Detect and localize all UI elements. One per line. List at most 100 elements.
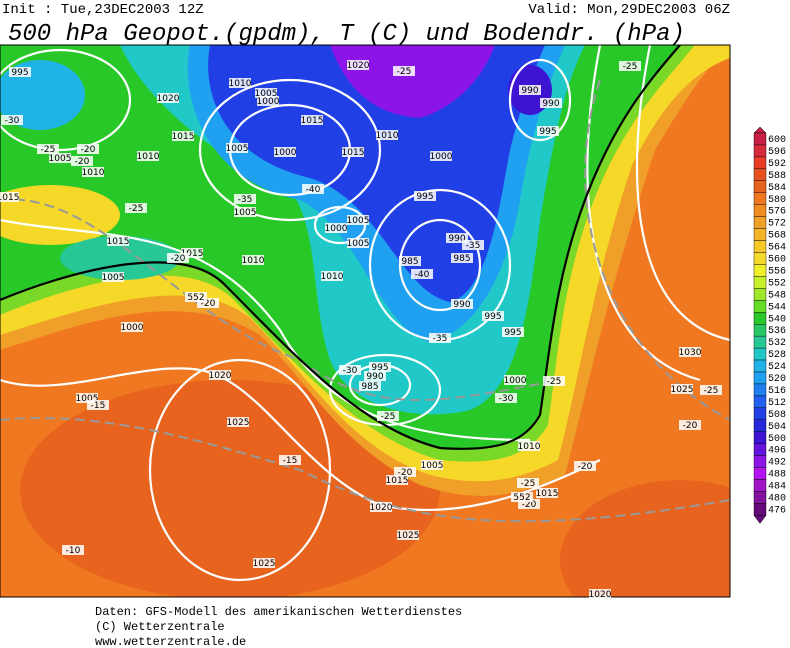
- map-label: -30: [499, 394, 514, 404]
- colorbar-swatch: [753, 264, 767, 277]
- label-box: [700, 385, 722, 395]
- colorbar-swatch: [753, 431, 767, 444]
- label-box: [279, 455, 301, 465]
- label-box: [347, 215, 369, 225]
- map-label: 985: [401, 257, 418, 267]
- label-box: [430, 151, 452, 161]
- footer-line: Daten: GFS-Modell des amerikanischen Wet…: [95, 605, 462, 619]
- map-label: -20: [683, 421, 698, 431]
- map-label: 1005: [255, 89, 278, 99]
- label-box: [82, 167, 104, 177]
- colorbar-label: 600: [768, 135, 786, 146]
- label-box: [370, 502, 392, 512]
- map-label: -20: [75, 157, 90, 167]
- colorbar-label: 540: [768, 314, 786, 325]
- colorbar-label: 544: [768, 302, 786, 313]
- map-label: 1005: [421, 461, 444, 471]
- map-label: -30: [5, 116, 20, 126]
- map-label: 1010: [321, 272, 344, 282]
- map-label: -30: [343, 366, 358, 376]
- map-label: 1015: [342, 148, 365, 158]
- map-label: -20: [201, 299, 216, 309]
- label-box: [589, 589, 611, 599]
- colorbar-label: 532: [768, 338, 786, 349]
- label-box: [518, 441, 540, 451]
- map-label: 1015: [107, 237, 130, 247]
- label-box: [451, 299, 473, 309]
- label-box: [386, 475, 408, 485]
- map-label: 985: [361, 382, 378, 392]
- label-box: [537, 126, 559, 136]
- map-label: 1010: [242, 256, 265, 266]
- colorbar-swatch: [753, 407, 767, 421]
- map-label: 552: [187, 293, 204, 303]
- map-label: 985: [453, 254, 470, 264]
- colorbar-swatch: [753, 216, 767, 229]
- label-box: [197, 298, 219, 308]
- map-label: -40: [415, 270, 430, 280]
- label-box: [234, 207, 256, 217]
- map-label: 1010: [518, 442, 541, 452]
- label-box: [227, 417, 249, 427]
- label-box: [0, 192, 19, 202]
- label-box: [429, 333, 451, 343]
- label-box: [369, 362, 391, 372]
- label-box: [671, 384, 693, 394]
- map-label: 1015: [386, 476, 409, 486]
- map-label: 1000: [121, 323, 144, 333]
- map-label: 1005: [347, 239, 370, 249]
- label-box: [359, 381, 381, 391]
- map-label: 552: [513, 493, 530, 503]
- map-label: -20: [81, 145, 96, 155]
- label-box: [62, 545, 84, 555]
- map-label: 1010: [82, 168, 105, 178]
- label-box: [255, 88, 277, 98]
- label-box: [517, 478, 539, 488]
- colorbar-label: 584: [768, 183, 786, 194]
- colorbar-cap: [753, 515, 767, 524]
- map-label: -25: [623, 62, 638, 72]
- colorbar-label: 496: [768, 446, 786, 457]
- colorbar-label: 476: [768, 505, 786, 516]
- colorbar-swatch: [753, 276, 767, 289]
- map-label: -25: [521, 479, 536, 489]
- colorbar-label: 596: [768, 147, 786, 158]
- colorbar-label: 580: [768, 195, 786, 206]
- map-label: 1030: [679, 348, 702, 358]
- colorbar-label: 480: [768, 494, 786, 505]
- colorbar-swatch: [753, 491, 767, 504]
- colorbar-label: 548: [768, 290, 786, 301]
- map-label: -20: [522, 500, 537, 510]
- label-box: [574, 461, 596, 471]
- colorbar-label: 572: [768, 219, 786, 230]
- map-label: -20: [171, 254, 186, 264]
- label-box: [347, 238, 369, 248]
- map-label: 1010: [376, 131, 399, 141]
- map-label: 1020: [589, 590, 612, 600]
- label-box: [1, 115, 23, 125]
- label-box: [9, 67, 31, 77]
- map-label: 1015: [181, 249, 204, 259]
- label-box: [242, 255, 264, 265]
- footer-line: (C) Wetterzentrale: [95, 620, 225, 634]
- map-label: -35: [433, 334, 448, 344]
- colorbar-swatch: [753, 300, 767, 313]
- map-label: 995: [539, 127, 556, 137]
- label-box: [511, 492, 533, 502]
- label-box: [393, 66, 415, 76]
- colorbar-swatch: [753, 204, 767, 217]
- map-label: 995: [11, 68, 28, 78]
- map-label: 1010: [229, 79, 252, 89]
- label-box: [377, 411, 399, 421]
- map-label: -35: [466, 241, 481, 251]
- map-label: 990: [521, 86, 538, 96]
- label-box: [364, 371, 386, 381]
- colorbar-label: 528: [768, 350, 786, 361]
- colorbar-label: 488: [768, 470, 786, 481]
- colorbar-swatch: [753, 347, 767, 361]
- colorbar-swatch: [753, 467, 767, 480]
- label-box: [451, 253, 473, 263]
